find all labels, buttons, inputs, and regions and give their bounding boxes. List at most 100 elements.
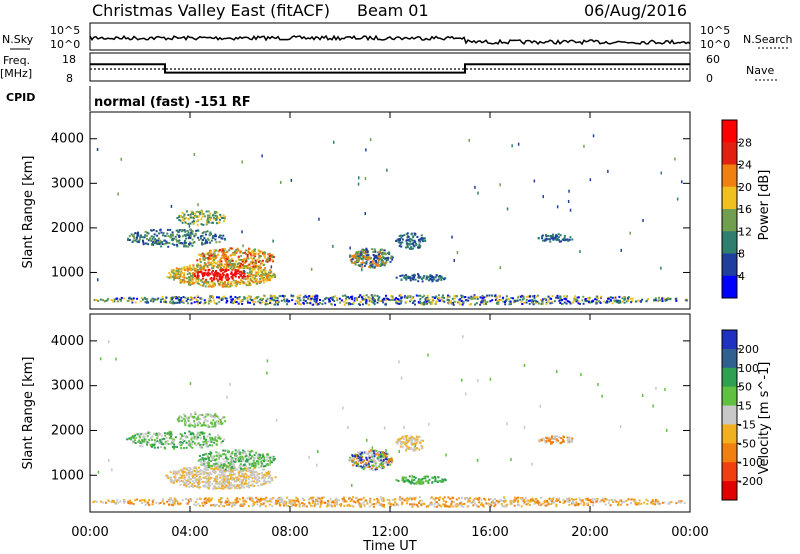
echo-cell	[250, 499, 253, 502]
echo-cell	[482, 504, 485, 507]
echo-cell	[366, 251, 369, 254]
nave-lo-tick: 0	[706, 72, 713, 85]
echo-cell	[506, 503, 509, 506]
echo-cell	[495, 499, 498, 502]
echo-cell	[552, 237, 555, 240]
echo-cell	[237, 471, 240, 474]
echo-cell	[665, 299, 668, 302]
echo-cell	[375, 261, 378, 264]
echo-cell	[223, 219, 225, 222]
echo-cell	[218, 236, 221, 239]
echo-cell	[163, 300, 166, 303]
echo-cell	[369, 261, 372, 263]
echo-cell	[221, 466, 224, 469]
echo-cell	[439, 299, 441, 302]
echo-cell	[202, 268, 205, 271]
echo-cell	[180, 479, 183, 482]
echo-cell	[354, 263, 357, 266]
echo-cell	[226, 476, 229, 479]
echo-cell	[222, 440, 224, 443]
echo-cell	[214, 480, 217, 483]
echo-cell	[198, 504, 201, 507]
echo-cell	[163, 432, 166, 435]
echo-cell	[197, 502, 200, 505]
echo-cell	[553, 501, 556, 504]
echo-cell	[480, 502, 483, 505]
echo-cell	[459, 502, 462, 505]
echo-cell	[288, 300, 291, 303]
echo-cell	[654, 297, 657, 300]
echo-cell	[221, 296, 224, 299]
echo-cell	[239, 300, 242, 303]
echo-cell	[185, 299, 188, 302]
echo-cell	[296, 297, 299, 300]
echo-cell	[135, 240, 138, 243]
echo-cell	[175, 272, 178, 274]
echo-cell	[571, 498, 574, 501]
echo-cell	[249, 301, 251, 304]
echo-cell	[146, 300, 149, 303]
echo-cell	[163, 437, 166, 440]
echo-cell	[168, 503, 171, 506]
echo-cell	[92, 501, 95, 504]
echo-cell	[533, 299, 536, 302]
echo-cell	[169, 432, 171, 435]
echo-cell	[205, 252, 208, 255]
echo-cell	[187, 296, 190, 299]
echo-cell	[596, 295, 599, 298]
echo-cell	[480, 300, 483, 303]
echo-cell	[279, 496, 282, 499]
echo-cell	[209, 436, 212, 439]
echo-cell	[237, 500, 240, 503]
echo-cell	[206, 253, 209, 255]
echo-cell	[246, 485, 248, 488]
echo-cell	[591, 501, 594, 504]
echo-cell	[220, 467, 223, 470]
echo-cell	[201, 234, 204, 237]
echo-cell	[213, 218, 216, 221]
echo-cell	[173, 447, 175, 450]
echo-cell	[235, 251, 238, 254]
echo-cell	[254, 265, 257, 268]
echo-cell	[241, 259, 244, 261]
echo-cell	[205, 500, 208, 503]
echo-cell	[356, 254, 359, 257]
echo-cell	[566, 295, 568, 298]
echo-cell	[204, 457, 207, 460]
echo-cell	[287, 505, 290, 507]
echo-cell	[602, 300, 605, 303]
echo-cell	[248, 486, 250, 489]
echo-cell	[349, 254, 352, 257]
echo-cell	[328, 300, 331, 303]
echo-cell	[313, 298, 316, 301]
echo-cell	[363, 505, 366, 508]
echo-cell	[217, 281, 220, 284]
echo-cell	[375, 260, 377, 263]
echo-cell	[278, 502, 281, 504]
echo-cell	[246, 265, 249, 267]
echo-cell	[306, 302, 309, 305]
echo-cell	[555, 235, 558, 237]
echo-cell	[391, 299, 394, 301]
echo-cell	[141, 445, 144, 448]
echo-cell	[345, 500, 348, 503]
echo-cell	[182, 481, 185, 484]
echo-cell	[251, 480, 253, 483]
echo-cell	[164, 440, 167, 443]
echo-cell	[171, 481, 174, 484]
echo-cell	[185, 473, 188, 476]
echo-cell	[376, 251, 379, 254]
echo-cell	[219, 474, 222, 477]
echo-cell	[207, 274, 210, 277]
echo-cell	[656, 502, 659, 505]
echo-cell	[262, 457, 264, 460]
echo-cell	[261, 459, 264, 462]
echo-cell	[207, 481, 210, 484]
echo-cell	[173, 445, 176, 448]
echo-cell	[274, 296, 277, 299]
echo-cell	[353, 255, 356, 258]
echo-cell	[403, 234, 406, 237]
echo-cell	[265, 463, 268, 466]
echo-cell	[266, 279, 269, 282]
echo-cell	[237, 485, 240, 488]
